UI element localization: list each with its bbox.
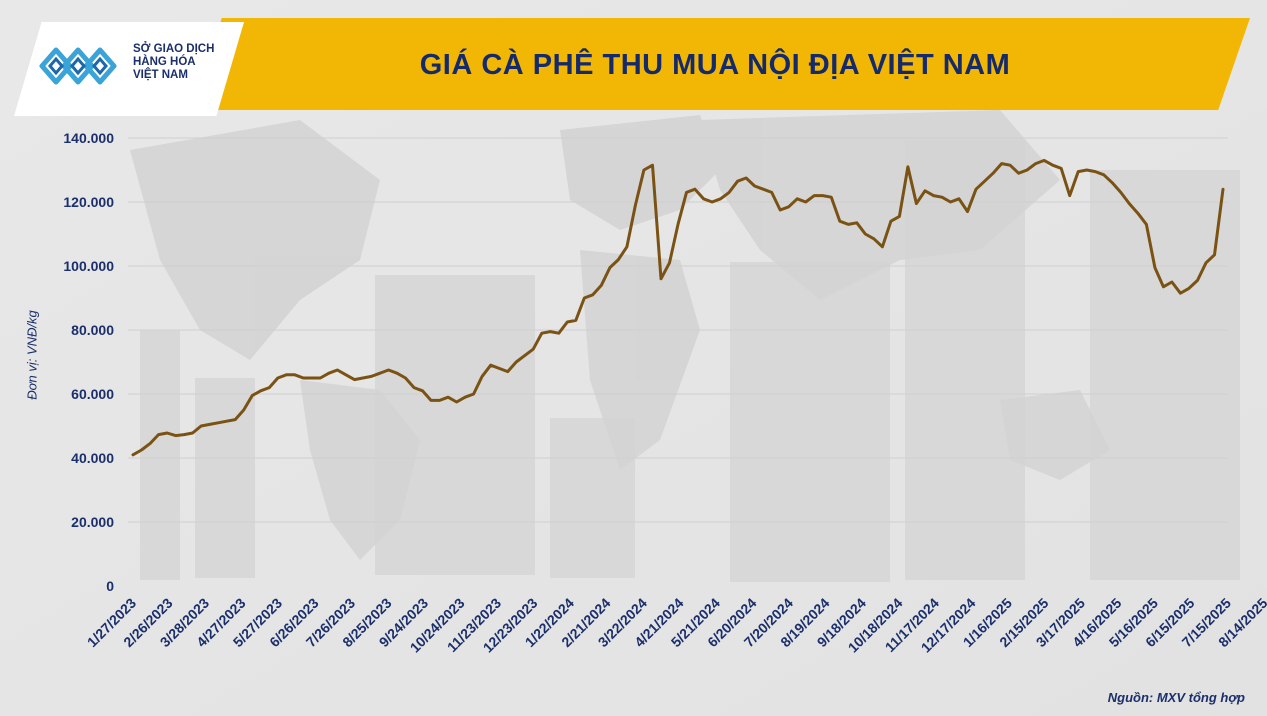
logo-line-3: VIỆT NAM [133,69,188,81]
y-axis-label: Đơn vị: VNĐ/kg [24,310,40,400]
y-tick-label: 40.000 [71,450,114,466]
y-tick-label: 0 [106,578,114,594]
logo-text: SỞ GIAO DỊCH HÀNG HÓA VIỆT NAM [133,43,243,82]
mxv-logo-icon [39,47,117,85]
y-tick-label: 80.000 [71,322,114,338]
y-tick-label: 140.000 [63,130,114,146]
y-tick-label: 20.000 [71,514,114,530]
grid-lines [128,137,1228,523]
x-axis-ticks: 1/27/20232/26/20233/28/20234/27/20235/27… [84,595,1267,656]
y-tick-label: 60.000 [71,386,114,402]
source-note: Nguồn: MXV tổng hợp [1107,690,1245,705]
logo-line-2: HÀNG HÓA [133,56,196,68]
y-tick-label: 100.000 [63,258,114,274]
y-axis-ticks: 0 20.000 40.000 60.000 80.000 100.000 120.000 1… [63,130,114,594]
title-banner [190,18,1250,110]
chart-title: GIÁ CÀ PHÊ THU MUA NỘI ĐỊA VIỆT NAM [419,49,1011,81]
y-tick-label: 120.000 [63,194,114,210]
price-series-line [131,158,1225,457]
logo-line-1: SỞ GIAO DỊCH [133,43,215,55]
